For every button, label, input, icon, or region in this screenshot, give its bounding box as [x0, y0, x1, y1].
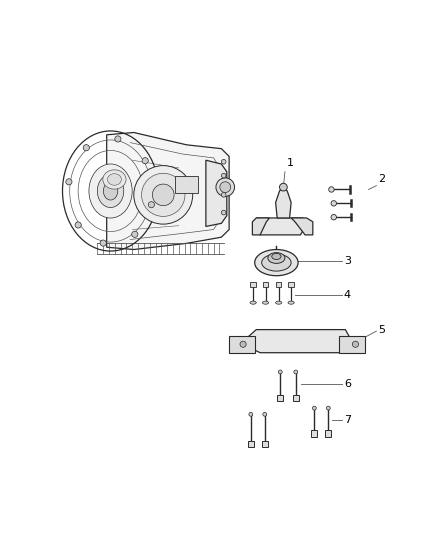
Ellipse shape [268, 253, 285, 263]
Circle shape [221, 159, 226, 164]
Polygon shape [241, 329, 353, 353]
FancyBboxPatch shape [261, 441, 268, 447]
FancyBboxPatch shape [175, 175, 198, 192]
Circle shape [132, 231, 138, 237]
Ellipse shape [276, 301, 282, 304]
Text: 6: 6 [344, 379, 351, 389]
Polygon shape [339, 336, 365, 353]
Circle shape [331, 214, 336, 220]
Ellipse shape [261, 254, 291, 271]
Ellipse shape [103, 182, 118, 200]
Circle shape [141, 173, 185, 216]
Polygon shape [291, 218, 313, 235]
Text: 7: 7 [344, 415, 351, 425]
Circle shape [249, 413, 253, 416]
Ellipse shape [262, 301, 268, 304]
FancyBboxPatch shape [251, 282, 256, 287]
Circle shape [142, 158, 148, 164]
Polygon shape [252, 218, 269, 235]
Circle shape [278, 370, 282, 374]
FancyBboxPatch shape [293, 395, 299, 401]
Text: 2: 2 [378, 174, 385, 184]
Circle shape [328, 187, 334, 192]
Circle shape [220, 182, 231, 192]
Ellipse shape [97, 174, 124, 207]
Ellipse shape [255, 249, 298, 276]
Ellipse shape [250, 301, 256, 304]
Circle shape [152, 184, 174, 206]
FancyBboxPatch shape [325, 431, 332, 437]
FancyBboxPatch shape [263, 282, 268, 287]
Ellipse shape [103, 170, 126, 189]
Text: 1: 1 [286, 158, 293, 168]
Circle shape [134, 166, 193, 224]
Polygon shape [276, 187, 291, 218]
Circle shape [263, 413, 267, 416]
Text: 3: 3 [344, 256, 351, 266]
Ellipse shape [89, 164, 132, 218]
Circle shape [221, 173, 226, 178]
Circle shape [240, 341, 246, 348]
Ellipse shape [288, 301, 294, 304]
FancyBboxPatch shape [311, 431, 318, 437]
Circle shape [326, 406, 330, 410]
Circle shape [100, 240, 106, 246]
Polygon shape [254, 218, 305, 235]
Circle shape [216, 178, 235, 196]
FancyBboxPatch shape [248, 441, 254, 447]
Circle shape [148, 201, 155, 208]
Circle shape [294, 370, 298, 374]
Circle shape [221, 210, 226, 215]
Circle shape [115, 136, 121, 142]
Circle shape [83, 144, 89, 151]
Text: 5: 5 [378, 325, 385, 335]
Circle shape [352, 341, 359, 348]
Polygon shape [206, 160, 227, 227]
Text: 4: 4 [344, 290, 351, 300]
Circle shape [312, 406, 316, 410]
Circle shape [221, 192, 226, 197]
FancyBboxPatch shape [276, 282, 282, 287]
Ellipse shape [107, 174, 121, 185]
Polygon shape [229, 336, 255, 353]
Circle shape [66, 179, 72, 185]
FancyBboxPatch shape [288, 282, 294, 287]
Polygon shape [107, 133, 229, 249]
FancyBboxPatch shape [277, 395, 283, 401]
Circle shape [331, 200, 336, 206]
Ellipse shape [272, 253, 281, 260]
Circle shape [279, 183, 287, 191]
Circle shape [75, 222, 81, 228]
